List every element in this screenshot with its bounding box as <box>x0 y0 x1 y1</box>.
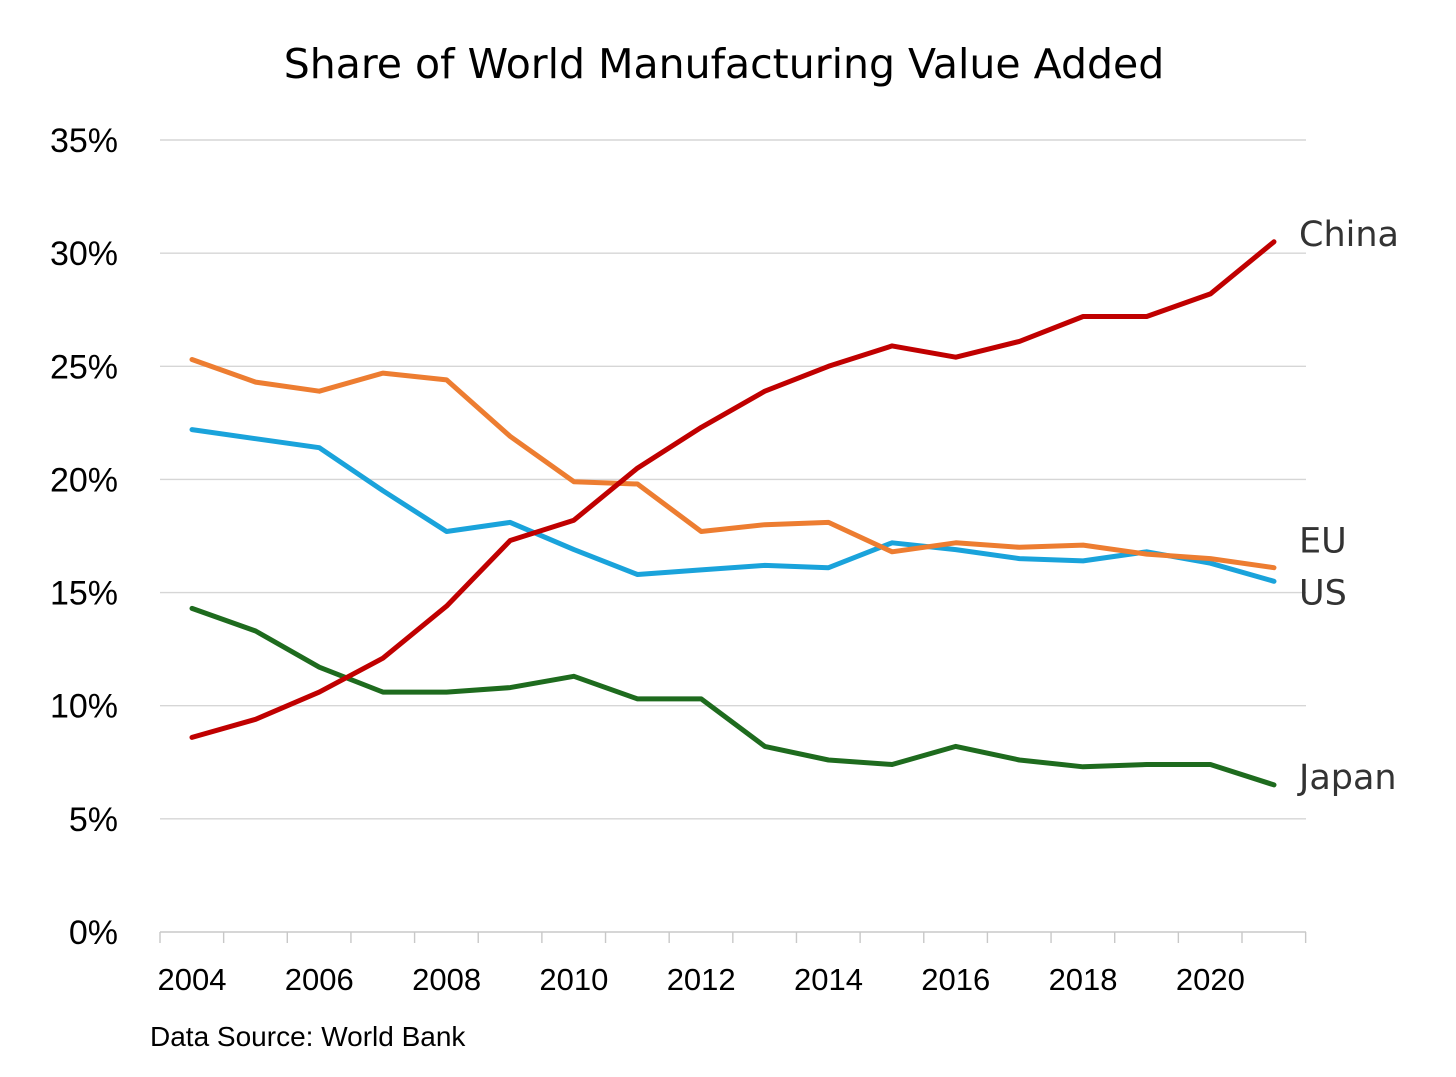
x-tick-label: 2014 <box>794 962 863 997</box>
x-tick-label: 2020 <box>1176 962 1245 997</box>
series-label-japan: Japan <box>1297 758 1397 798</box>
x-tick-label: 2008 <box>412 962 481 997</box>
y-axis-tick-labels: 0% 5% 10% 15% 20% 25% 30% 35% <box>50 122 118 952</box>
y-tick-label: 5% <box>69 801 118 839</box>
series-label-china: China <box>1299 215 1399 255</box>
series-label-eu: EU <box>1299 521 1347 561</box>
series-line-china <box>189 239 1277 740</box>
x-axis <box>159 931 1307 943</box>
series-lines <box>189 239 1277 788</box>
y-tick-label: 20% <box>50 461 118 499</box>
y-tick-label: 35% <box>50 122 118 160</box>
series-end-labels: China EU US Japan <box>1297 215 1399 798</box>
series-line-us <box>189 427 1277 584</box>
y-tick-label: 25% <box>50 348 118 386</box>
y-tick-label: 30% <box>50 235 118 273</box>
gridlines <box>160 139 1306 820</box>
series-line-japan <box>189 605 1277 788</box>
chart-title: Share of World Manufacturing Value Added <box>284 40 1165 88</box>
data-source-note: Data Source: World Bank <box>150 1021 466 1052</box>
x-axis-tick-labels: 2004 2006 2008 2010 2012 2014 2016 2018 2020 <box>158 962 1245 997</box>
series-line-eu <box>189 357 1277 571</box>
x-tick-label: 2016 <box>921 962 990 997</box>
x-tick-label: 2018 <box>1049 962 1118 997</box>
series-label-us: US <box>1299 573 1347 613</box>
y-tick-label: 0% <box>69 914 118 952</box>
x-tick-label: 2004 <box>158 962 227 997</box>
x-tick-label: 2006 <box>285 962 354 997</box>
y-tick-label: 15% <box>50 575 118 613</box>
x-tick-label: 2010 <box>539 962 608 997</box>
y-tick-label: 10% <box>50 688 118 726</box>
x-tick-label: 2012 <box>667 962 736 997</box>
